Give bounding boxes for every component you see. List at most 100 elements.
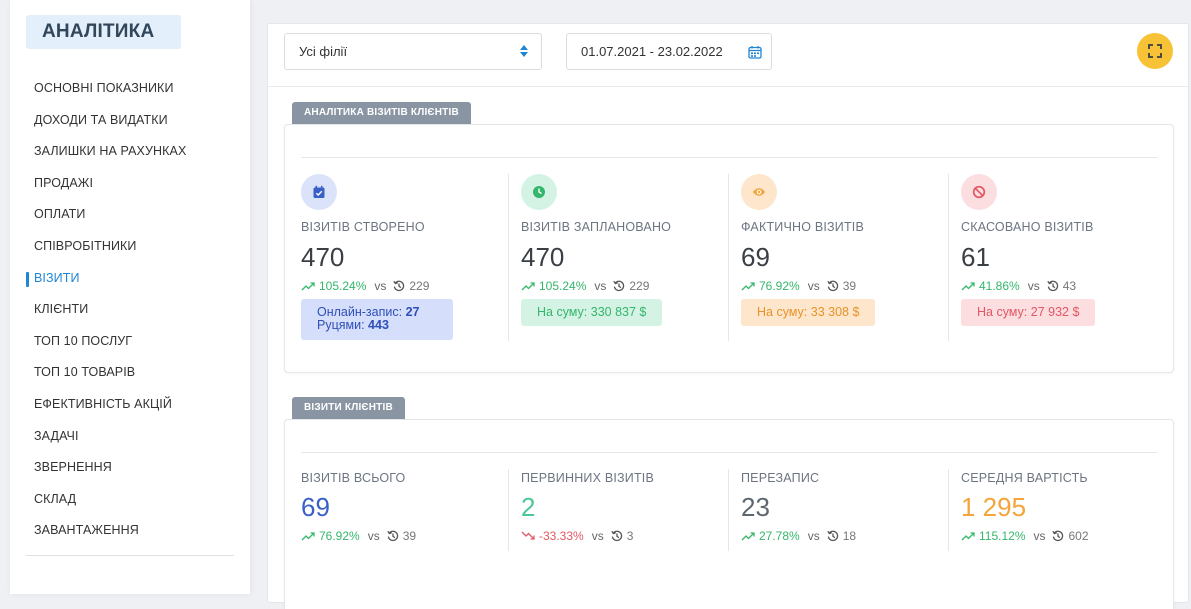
stat-change-percent: 115.12%: [979, 529, 1026, 543]
sidebar-item-clients[interactable]: КЛІЄНТИ: [34, 302, 89, 317]
stat-comparison: 27.78% vs 18: [741, 529, 856, 543]
sidebar-item-account-balances[interactable]: ЗАЛИШКИ НА РАХУНКАХ: [34, 144, 187, 159]
vs-label: vs: [594, 279, 607, 293]
vs-label: vs: [1027, 279, 1040, 293]
branch-select-value: Усі філії: [299, 44, 348, 59]
vs-label: vs: [1033, 529, 1046, 543]
stat-label: ВІЗИТІВ ВСЬОГО: [301, 471, 406, 485]
filter-bar: Усі філії 01.07.2021 - 23.02.2022: [268, 24, 1188, 87]
column-divider: [728, 469, 729, 551]
online-booking-count: 27: [405, 305, 420, 319]
trend-up-icon: [741, 282, 755, 291]
vs-label: vs: [367, 529, 380, 543]
ban-icon: [961, 174, 997, 210]
sidebar-item-promo-efficiency[interactable]: ЕФЕКТИВНІСТЬ АКЦІЙ: [34, 396, 172, 411]
sidebar-item-top-services[interactable]: ТОП 10 ПОСЛУГ: [34, 333, 133, 348]
stat-value: 69: [301, 492, 330, 522]
sidebar-item-employees[interactable]: СПІВРОБІТНИКИ: [34, 238, 137, 253]
sidebar-item-workload[interactable]: ЗАВАНТАЖЕННЯ: [34, 523, 139, 538]
amount-value: 33 308 $: [810, 305, 860, 319]
sidebar-item-payments[interactable]: ОПЛАТИ: [34, 207, 86, 222]
amount-badge: На суму: 33 308 $: [741, 299, 876, 326]
amount-label: На суму:: [757, 305, 811, 319]
history-icon: [393, 280, 405, 292]
stat-previous-value: 229: [629, 279, 650, 293]
amount-value: 27 932 $: [1030, 305, 1080, 319]
trend-up-icon: [301, 532, 315, 541]
stat-comparison: -33.33% vs 3: [521, 529, 633, 543]
stat-label: ПЕРВИННИХ ВІЗИТІВ: [521, 471, 655, 485]
stat-previous-value: 43: [1062, 279, 1077, 293]
tab-client-visits: ВІЗИТИ КЛІЄНТІВ: [292, 397, 405, 419]
stat-change-percent: 27.78%: [759, 529, 800, 543]
calendar-icon: [748, 46, 762, 59]
stat-previous-value: 602: [1068, 529, 1089, 543]
online-booking-label: Онлайн-запис:: [317, 305, 406, 319]
sidebar-menu: ОСНОВНІ ПОКАЗНИКИ ДОХОДИ ТА ВИДАТКИ ЗАЛИ…: [10, 73, 250, 547]
sidebar-item-visits[interactable]: ВІЗИТИ: [10, 263, 250, 295]
stat-previous-value: 39: [402, 529, 417, 543]
sidebar-item-requests[interactable]: ЗВЕРНЕННЯ: [34, 460, 112, 475]
eye-icon: [741, 174, 777, 210]
trend-up-icon: [301, 282, 315, 291]
amount-badge: На суму: 27 932 $: [961, 299, 1096, 326]
stat-label: СКАСОВАНО ВІЗИТІВ: [961, 220, 1094, 234]
trend-up-icon: [961, 532, 975, 541]
stat-comparison: 115.12% vs 602: [961, 529, 1089, 543]
stat-label: ВІЗИТІВ СТВОРЕНО: [301, 220, 425, 234]
sidebar: АНАЛІТИКА ОСНОВНІ ПОКАЗНИКИ ДОХОДИ ТА ВИ…: [10, 0, 250, 594]
stat-previous-value: 18: [842, 529, 857, 543]
sidebar-title: АНАЛІТИКА: [26, 15, 181, 49]
fullscreen-icon: [1148, 44, 1162, 58]
stat-cancelled-visits: СКАСОВАНО ВІЗИТІВ 61 41.86% vs 43 На сум…: [961, 174, 1181, 344]
trend-up-icon: [741, 532, 755, 541]
stat-rebooking: ПЕРЕЗАПИС 23 27.78% vs 18: [741, 469, 961, 559]
client-visits-panel: ВІЗИТІВ ВСЬОГО 69 76.92% vs 39 ПЕРВИННИХ…: [284, 419, 1174, 609]
fullscreen-button[interactable]: [1137, 33, 1173, 69]
sidebar-divider: [26, 555, 234, 556]
sidebar-item-top-goods[interactable]: ТОП 10 ТОВАРІВ: [34, 365, 136, 380]
manual-booking-count: 443: [368, 318, 389, 332]
column-divider: [948, 469, 949, 551]
history-icon: [386, 530, 398, 542]
main-panel: Усі філії 01.07.2021 - 23.02.2022 АНАЛІТ…: [267, 23, 1189, 609]
stat-primary-visits: ПЕРВИННИХ ВІЗИТІВ 2 -33.33% vs 3: [521, 469, 741, 559]
manual-booking-label: Руцями:: [317, 318, 369, 332]
sidebar-item-main-indicators[interactable]: ОСНОВНІ ПОКАЗНИКИ: [34, 81, 174, 95]
history-icon: [613, 280, 625, 292]
history-icon: [1046, 280, 1058, 292]
column-divider: [948, 174, 949, 341]
amount-label: На суму:: [977, 305, 1031, 319]
stat-label: ФАКТИЧНО ВІЗИТІВ: [741, 220, 865, 234]
history-icon: [610, 530, 622, 542]
select-arrows-icon: [520, 45, 528, 57]
date-range-input[interactable]: 01.07.2021 - 23.02.2022: [566, 33, 772, 70]
stat-change-percent: 76.92%: [319, 529, 360, 543]
column-divider: [508, 174, 509, 341]
vs-label: vs: [591, 529, 604, 543]
stat-label: ПЕРЕЗАПИС: [741, 471, 820, 485]
sidebar-item-sales[interactable]: ПРОДАЖІ: [34, 175, 94, 190]
trend-up-icon: [961, 282, 975, 291]
stat-visits-created: ВІЗИТІВ СТВОРЕНО 470 105.24% vs 229 Онла…: [301, 174, 521, 344]
stat-average-cost: СЕРЕДНЯ ВАРТІСТЬ 1 295 115.12% vs 602: [961, 469, 1181, 559]
stat-value: 470: [301, 242, 345, 272]
stat-change-percent: 76.92%: [759, 279, 800, 293]
stat-value: 1 295: [961, 492, 1027, 522]
history-icon: [826, 530, 838, 542]
branch-select[interactable]: Усі філії: [284, 33, 542, 70]
stat-label: СЕРЕДНЯ ВАРТІСТЬ: [961, 471, 1088, 485]
history-icon: [826, 280, 838, 292]
stat-comparison: 76.92% vs 39: [741, 279, 856, 293]
sidebar-item-warehouse[interactable]: СКЛАД: [34, 491, 77, 506]
stat-actual-visits: ФАКТИЧНО ВІЗИТІВ 69 76.92% vs 39 На суму…: [741, 174, 961, 344]
amount-badge: На суму: 330 837 $: [521, 299, 663, 326]
sidebar-item-income-expenses[interactable]: ДОХОДИ ТА ВИДАТКИ: [34, 112, 168, 127]
vs-label: vs: [374, 279, 387, 293]
trend-up-icon: [521, 282, 535, 291]
sidebar-item-tasks[interactable]: ЗАДАЧІ: [34, 428, 79, 443]
visits-analytics-panel: ВІЗИТІВ СТВОРЕНО 470 105.24% vs 229 Онла…: [284, 124, 1174, 373]
stat-previous-value: 39: [842, 279, 857, 293]
stat-value: 69: [741, 242, 770, 272]
vs-label: vs: [807, 279, 820, 293]
